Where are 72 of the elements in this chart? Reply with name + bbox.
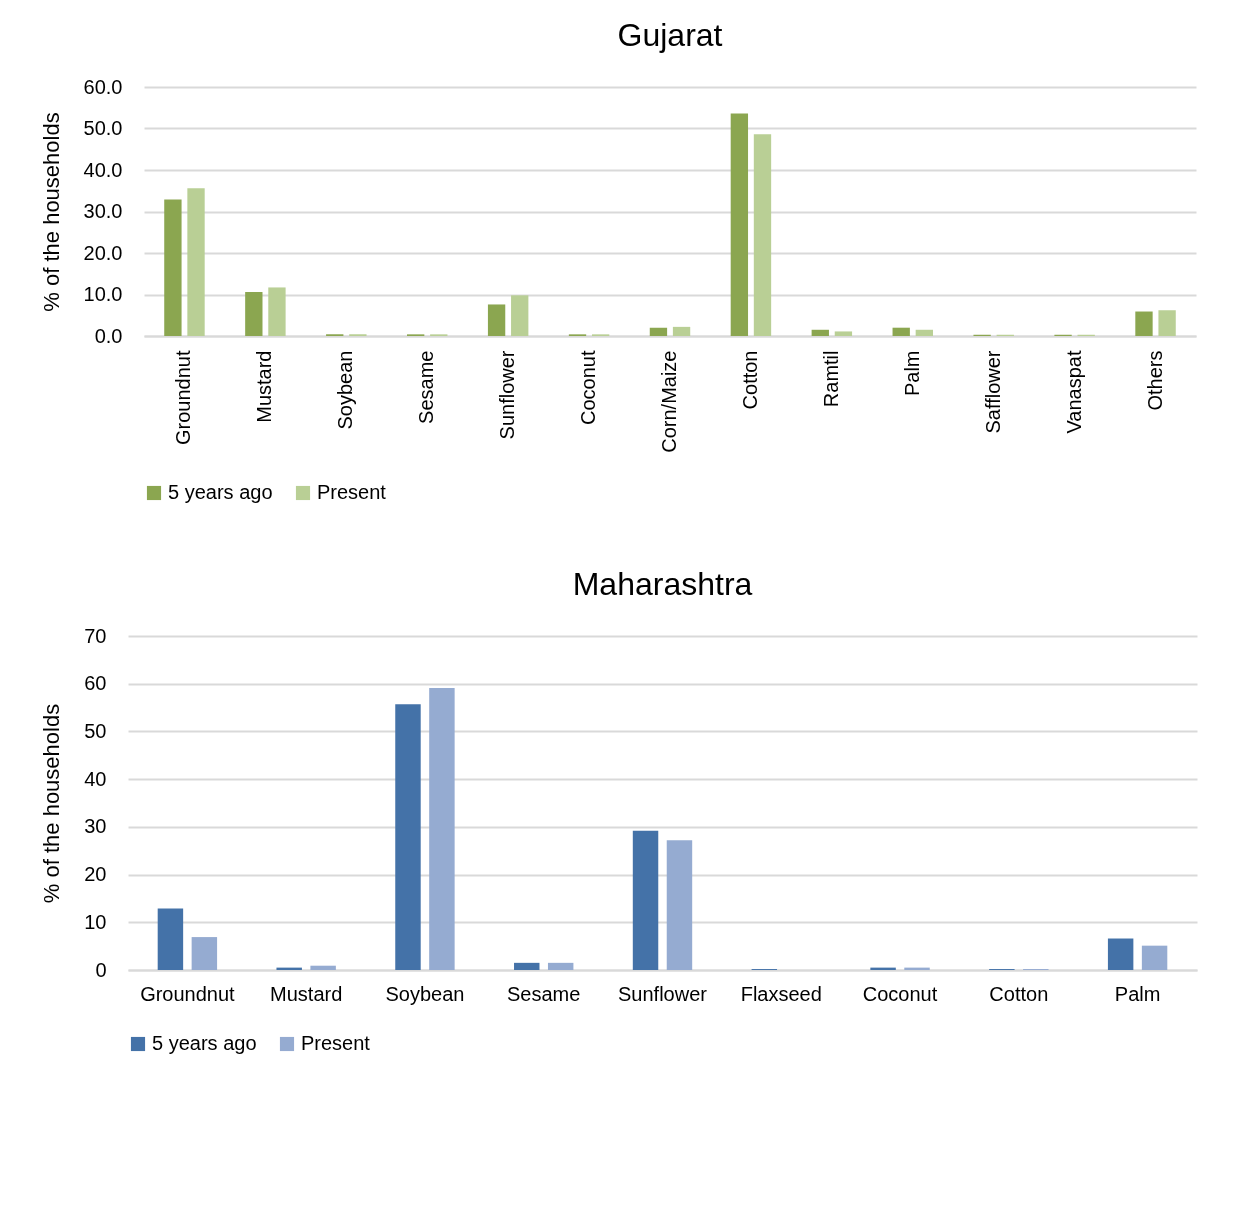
x-tick-label: Sesame bbox=[415, 350, 438, 424]
bar bbox=[753, 134, 772, 336]
x-tick-label: Soybean bbox=[334, 350, 357, 430]
x-tick-label: Sunflower bbox=[496, 350, 519, 440]
x-tick-label: Soybean bbox=[385, 982, 465, 1005]
x-tick-label: Cotton bbox=[989, 982, 1049, 1005]
bar bbox=[649, 327, 668, 336]
x-tick-label: Groundnut bbox=[172, 350, 195, 446]
y-tick-label: 50.0 bbox=[83, 117, 123, 139]
y-tick-label: 60.0 bbox=[83, 75, 123, 98]
bar bbox=[514, 962, 540, 970]
bar bbox=[672, 326, 691, 336]
bar bbox=[632, 830, 659, 970]
bar bbox=[511, 295, 529, 336]
x-tick-label: Sesame bbox=[507, 982, 581, 1005]
y-tick-label: 10.0 bbox=[83, 283, 123, 305]
y-axis-title: % of the households bbox=[39, 703, 65, 904]
bar bbox=[310, 965, 336, 970]
y-axis-title: % of the households bbox=[38, 112, 64, 312]
x-tick-label: Vanaspat bbox=[1062, 350, 1085, 434]
y-tick-label: 20.0 bbox=[83, 241, 123, 264]
x-tick-label: Groundnut bbox=[140, 982, 236, 1005]
x-tick-label: Mustard bbox=[253, 350, 276, 423]
y-tick-label: 30 bbox=[84, 815, 107, 838]
x-tick-label: Cotton bbox=[738, 350, 761, 410]
bar bbox=[730, 113, 749, 336]
bar bbox=[666, 840, 693, 970]
y-tick-label: 20 bbox=[84, 863, 107, 886]
y-tick-label: 30.0 bbox=[83, 200, 123, 222]
legend-label: 5 years ago bbox=[168, 481, 273, 503]
y-tick-label: 50 bbox=[84, 719, 107, 742]
legend-label: 5 years ago bbox=[152, 1032, 257, 1054]
bar bbox=[1135, 311, 1153, 336]
bar bbox=[191, 937, 218, 970]
y-tick-label: 70 bbox=[84, 624, 107, 647]
x-tick-label: Corn/Maize bbox=[658, 350, 680, 453]
bar bbox=[834, 331, 853, 336]
bar bbox=[268, 287, 286, 336]
chart-title: Gujarat bbox=[617, 17, 723, 53]
chart-title: Maharashtra bbox=[572, 566, 753, 602]
x-tick-label: Coconut bbox=[862, 982, 938, 1005]
bar bbox=[395, 704, 421, 970]
x-tick-label: Ramtil bbox=[819, 350, 842, 408]
bar bbox=[187, 188, 205, 336]
bar bbox=[1107, 938, 1134, 970]
bar bbox=[811, 329, 829, 336]
x-tick-label: Safflower bbox=[981, 350, 1004, 434]
x-tick-label: Sunflower bbox=[618, 982, 708, 1005]
bar bbox=[429, 688, 455, 970]
x-tick-label: Mustard bbox=[270, 982, 343, 1005]
bar bbox=[547, 962, 574, 970]
y-tick-label: 10 bbox=[84, 910, 107, 933]
x-tick-label: Others bbox=[1143, 350, 1166, 411]
bar bbox=[164, 199, 182, 336]
x-tick-label: Coconut bbox=[577, 350, 600, 425]
bar bbox=[892, 327, 910, 336]
bar bbox=[487, 304, 506, 336]
bar bbox=[1158, 310, 1176, 336]
x-tick-label: Palm bbox=[1114, 982, 1161, 1005]
y-tick-label: 40 bbox=[84, 767, 107, 790]
y-tick-label: 40.0 bbox=[83, 158, 123, 181]
y-tick-label: 60 bbox=[84, 672, 107, 695]
y-tick-label: 0.0 bbox=[94, 324, 123, 347]
x-tick-label: Palm bbox=[900, 350, 923, 397]
y-tick-label: 0 bbox=[95, 958, 107, 981]
bar bbox=[915, 329, 933, 336]
x-tick-label: Flaxseed bbox=[740, 982, 822, 1005]
legend-label: Present bbox=[317, 481, 387, 503]
legend-label: Present bbox=[301, 1032, 371, 1054]
bar bbox=[245, 292, 263, 336]
bar bbox=[157, 908, 184, 970]
bar bbox=[1141, 945, 1168, 970]
